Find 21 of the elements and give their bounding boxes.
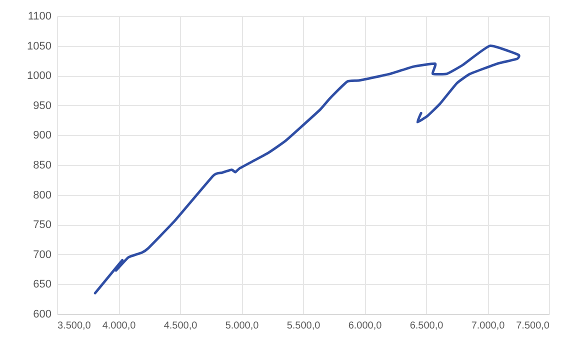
y-tick-label: 850 bbox=[33, 160, 52, 172]
y-tick-label: 700 bbox=[33, 248, 52, 261]
y-tick-label: 650 bbox=[33, 278, 52, 291]
x-tick-label: 6.500,0 bbox=[410, 320, 444, 332]
y-tick-label: 950 bbox=[33, 100, 52, 112]
x-tick-label: 6.000,0 bbox=[348, 320, 382, 332]
x-tick-label: 4.500,0 bbox=[164, 320, 198, 332]
x-tick-label: 5.500,0 bbox=[286, 320, 321, 332]
y-tick-label: 600 bbox=[33, 308, 52, 320]
y-tick-label: 1100 bbox=[28, 10, 52, 22]
y-tick-label: 800 bbox=[33, 189, 52, 202]
y-tick-label: 1050 bbox=[27, 40, 52, 52]
y-tick-label: 900 bbox=[33, 130, 52, 142]
line-series bbox=[94, 44, 520, 294]
x-tick-label: 4.000,0 bbox=[102, 320, 136, 332]
y-tick-label: 750 bbox=[33, 219, 52, 232]
x-tick-label: 3.500,0 bbox=[58, 320, 92, 332]
y-tick-label: 1000 bbox=[27, 70, 52, 82]
x-tick-label: 7.500,0 bbox=[516, 320, 550, 332]
x-tick-label: 5.000,0 bbox=[225, 320, 260, 332]
x-tick-label: 7.000,0 bbox=[471, 320, 506, 332]
